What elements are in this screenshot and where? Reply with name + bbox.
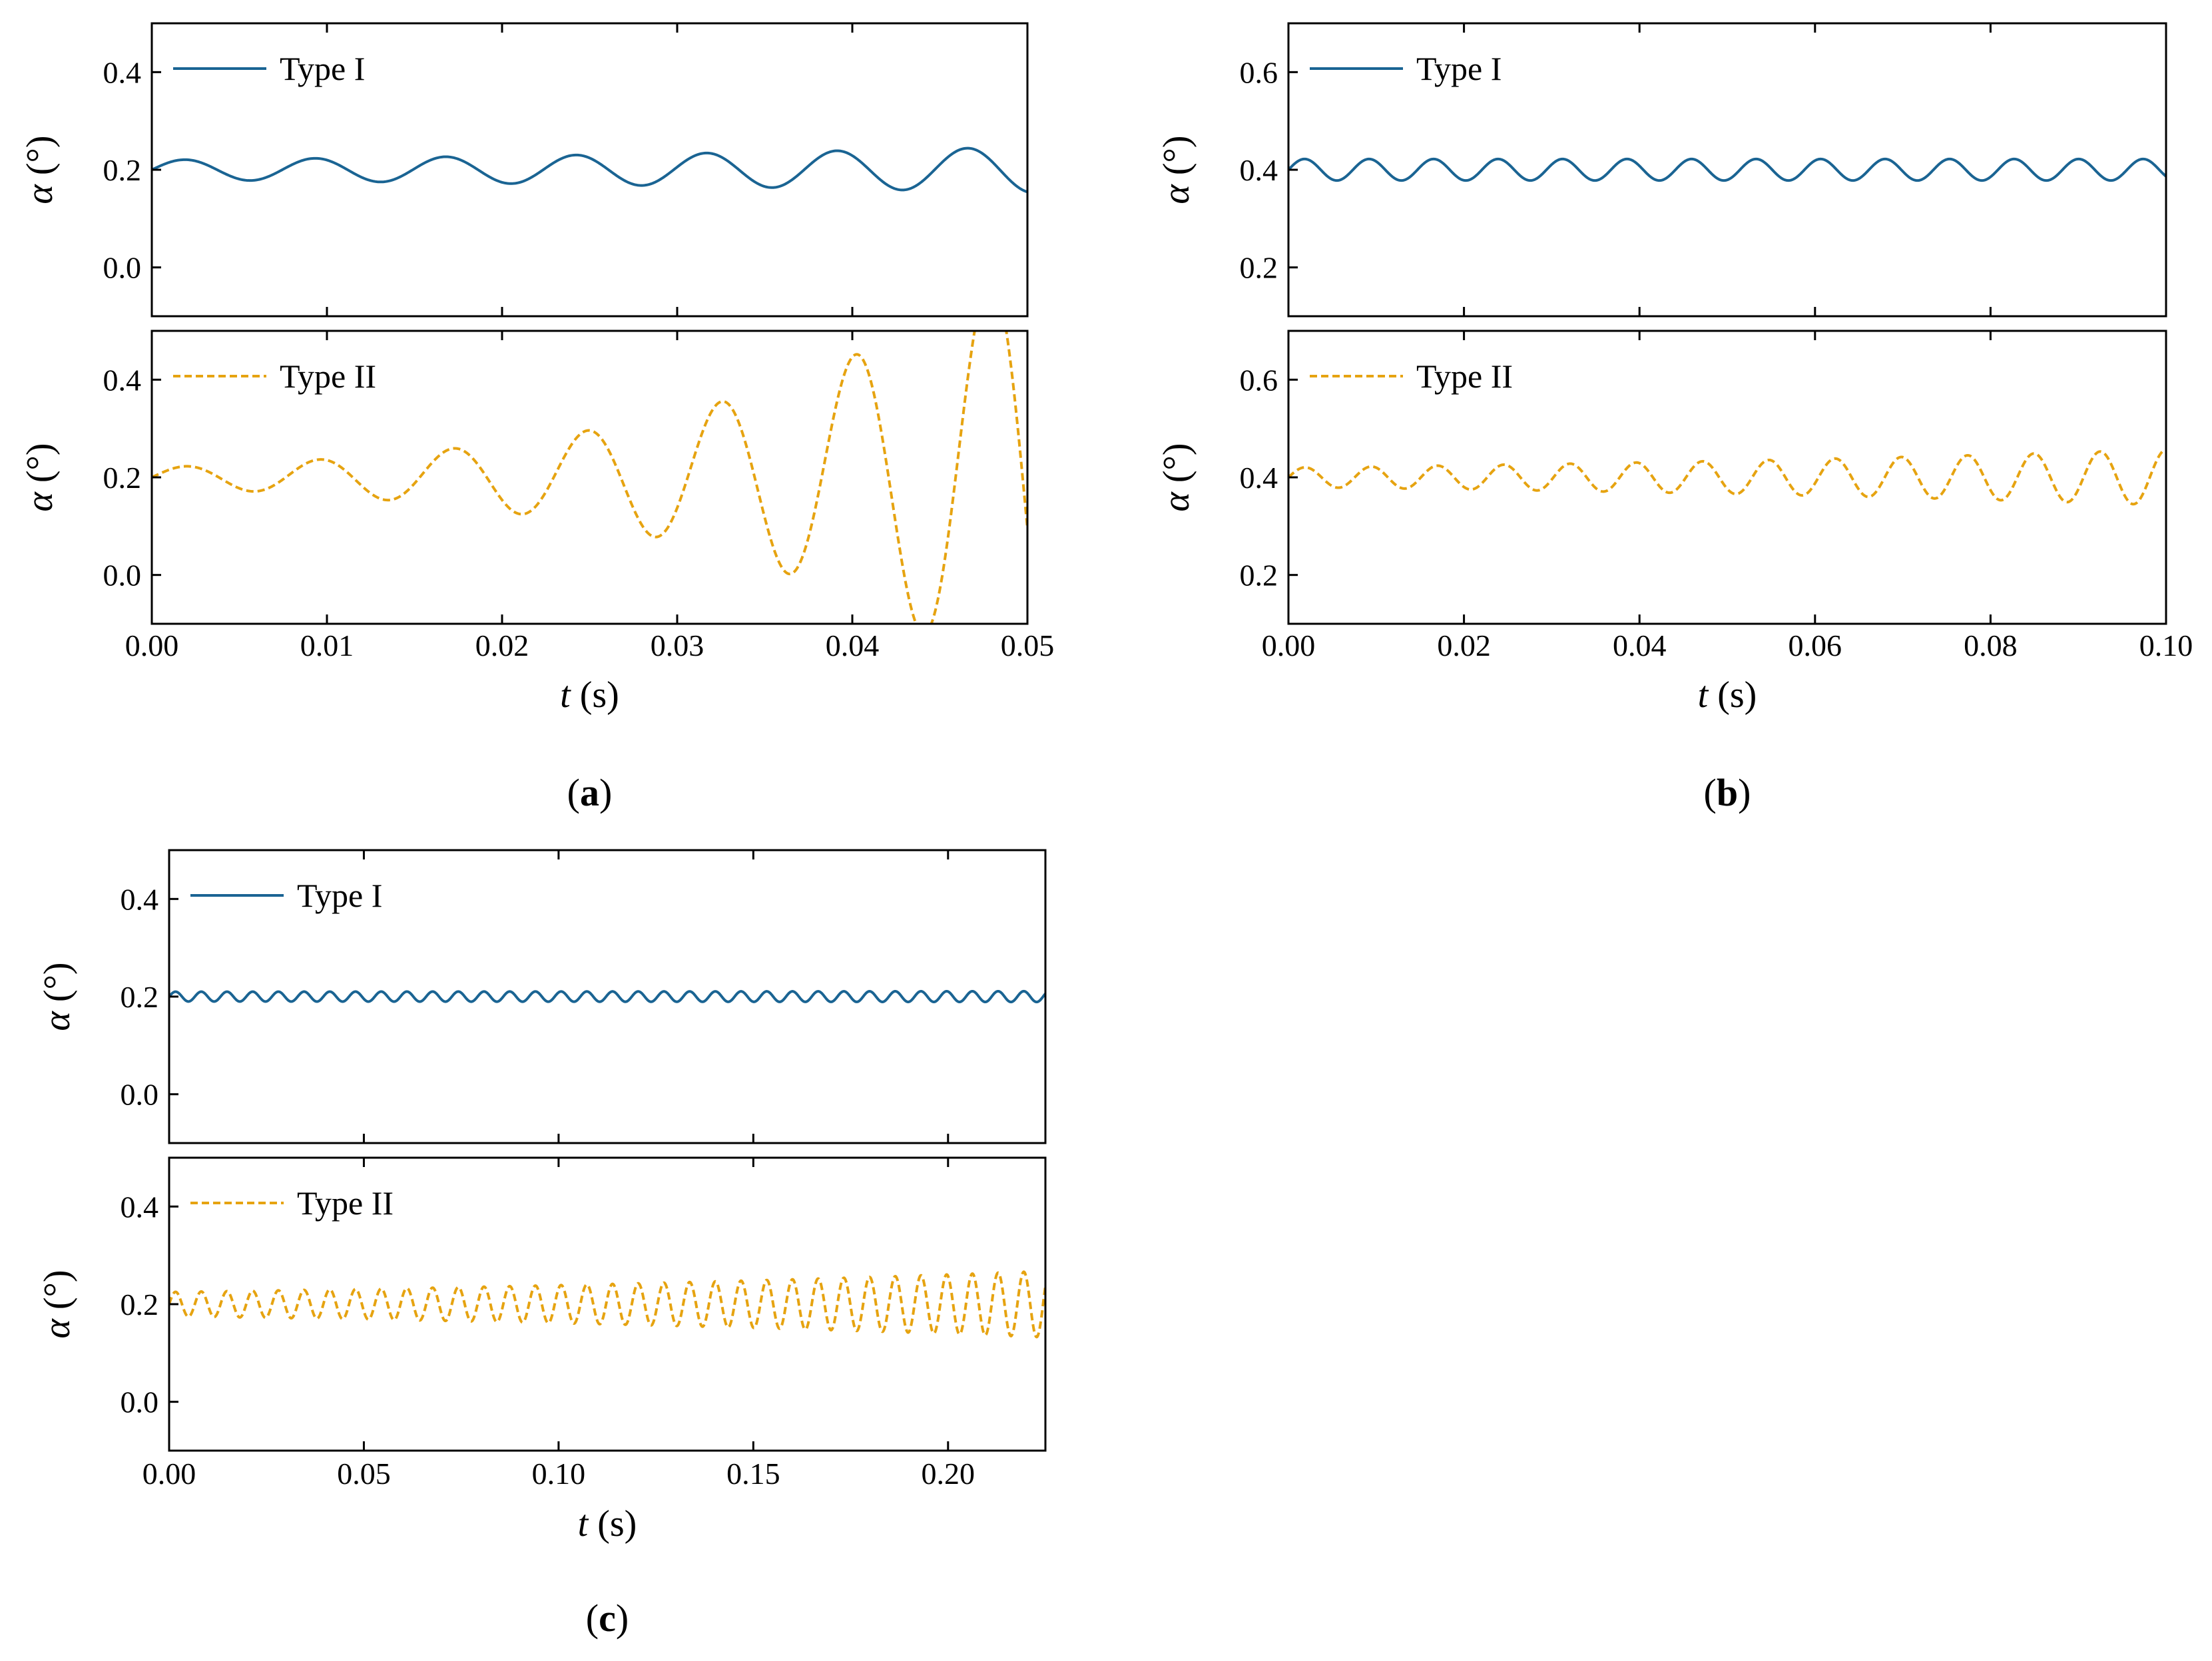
x-axis-var: t (560, 674, 571, 716)
x-tick-label: 0.10 (532, 1457, 586, 1491)
x-tick-label: 0.00 (1262, 628, 1316, 662)
series-line-type-1 (152, 146, 1027, 194)
y-axis-unit: (°) (37, 1270, 78, 1319)
subplot-a-1: 0.0 0.2 0.4 α (°) Type I (19, 22, 1029, 318)
y-axis-label: α (°) (19, 135, 61, 204)
panel-label: (c) (586, 1596, 629, 1640)
y-tick-label: 0.4 (121, 882, 159, 916)
series-line-type-1 (169, 989, 1045, 1004)
subplot-c-1: 0.0 0.2 0.4 α (°) Type I (37, 849, 1047, 1144)
y-tick-label: 0.2 (1240, 559, 1278, 593)
x-axis-unit: (s) (588, 1503, 637, 1544)
y-axis-var: α (37, 1011, 78, 1031)
y-axis-unit: (°) (19, 443, 61, 492)
x-tick-label: 0.05 (337, 1457, 391, 1491)
legend-label: Type II (280, 357, 376, 395)
x-tick-label: 0.05 (1001, 628, 1055, 662)
y-axis-unit: (°) (37, 962, 78, 1011)
series-line-type-1 (1288, 157, 2166, 182)
y-tick-label: 0.0 (103, 251, 142, 285)
y-axis-label: α (°) (1156, 135, 1197, 204)
x-tick-label: 0.06 (1789, 628, 1842, 662)
x-tick-label: 0.00 (142, 1457, 196, 1491)
x-tick-label: 0.04 (826, 628, 880, 662)
panel-label: (a) (567, 771, 613, 814)
x-axis-var: t (1698, 674, 1709, 716)
x-tick-label: 0.10 (2139, 628, 2193, 662)
subplot-b-2: 0.2 0.4 0.6 α (°) Type II 0.00 0.02 0.04 0.06 0.0… (1156, 330, 2193, 662)
y-tick-label: 0.4 (1240, 461, 1278, 495)
y-axis-unit: (°) (19, 135, 61, 184)
subplot-c-2: 0.0 0.2 0.4 α (°) Type II 0.00 0.05 0.10 0.15 0.2… (37, 1156, 1047, 1491)
x-axis-label: t (s) (560, 674, 619, 716)
y-tick-label: 0.2 (103, 461, 142, 495)
x-tick-label: 0.03 (651, 628, 704, 662)
y-tick-label: 0.0 (121, 1078, 159, 1112)
y-axis-label: α (°) (37, 1270, 78, 1338)
y-axis-var: α (19, 491, 61, 512)
panel-letter: a (580, 771, 599, 814)
x-axis-unit: (s) (571, 674, 619, 716)
x-tick-label: 0.20 (922, 1457, 975, 1491)
x-axis-unit: (s) (1708, 674, 1757, 716)
chart-panel-b: 0.2 0.4 0.6 α (°) Type I 0.2 0.4 0.6 α (°) Type I… (1156, 22, 2193, 814)
y-tick-label: 0.0 (121, 1385, 159, 1419)
legend-label: Type II (297, 1184, 394, 1222)
y-tick-label: 0.4 (1240, 153, 1278, 187)
x-tick-label: 0.04 (1613, 628, 1667, 662)
y-tick-label: 0.6 (1240, 363, 1278, 397)
panel-label: (b) (1704, 771, 1751, 814)
series-line-type-2 (152, 331, 1027, 624)
y-tick-label: 0.4 (103, 55, 142, 89)
x-tick-label: 0.01 (300, 628, 354, 662)
panel-letter: b (1717, 771, 1738, 814)
x-axis-var: t (578, 1503, 589, 1544)
y-axis-label: α (°) (19, 443, 61, 511)
y-tick-label: 0.2 (121, 1288, 159, 1321)
y-tick-label: 0.4 (103, 363, 142, 397)
legend-label: Type I (1416, 50, 1502, 87)
chart-panel-a: 0.0 0.2 0.4 α (°) Type I 0.0 0.2 0.4 α (°) Type I… (19, 22, 1055, 814)
panel-letter: c (599, 1596, 616, 1640)
series-line-type-2 (169, 1270, 1045, 1339)
y-axis-unit: (°) (1156, 443, 1197, 492)
y-tick-label: 0.2 (1240, 251, 1278, 285)
y-tick-label: 0.0 (103, 559, 142, 593)
legend-label: Type I (297, 877, 382, 914)
x-tick-label: 0.02 (475, 628, 529, 662)
x-axis-label: t (s) (1698, 674, 1757, 716)
y-tick-label: 0.6 (1240, 55, 1278, 89)
subplot-a-2: 0.0 0.2 0.4 α (°) Type II 0.00 0.01 0.02 0.03 0.0… (19, 330, 1055, 662)
y-tick-label: 0.2 (103, 153, 142, 187)
y-axis-var: α (1156, 491, 1197, 512)
y-axis-label: α (°) (37, 962, 78, 1031)
series-line-type-2 (1288, 448, 2166, 506)
y-tick-label: 0.4 (121, 1190, 159, 1224)
legend-label: Type I (280, 50, 365, 87)
x-axis-label: t (s) (578, 1503, 637, 1544)
y-axis-unit: (°) (1156, 135, 1197, 184)
chart-panel-c: 0.0 0.2 0.4 α (°) Type I 0.0 0.2 0.4 α (°) Type I… (37, 849, 1047, 1640)
x-tick-label: 0.00 (125, 628, 179, 662)
y-axis-label: α (°) (1156, 443, 1197, 511)
y-axis-var: α (1156, 184, 1197, 204)
x-tick-label: 0.08 (1964, 628, 2018, 662)
subplot-b-1: 0.2 0.4 0.6 α (°) Type I (1156, 22, 2167, 318)
y-tick-label: 0.2 (121, 980, 159, 1014)
legend-label: Type II (1416, 357, 1513, 395)
x-tick-label: 0.15 (726, 1457, 780, 1491)
y-axis-var: α (37, 1318, 78, 1339)
x-tick-label: 0.02 (1437, 628, 1491, 662)
y-axis-var: α (19, 184, 61, 204)
